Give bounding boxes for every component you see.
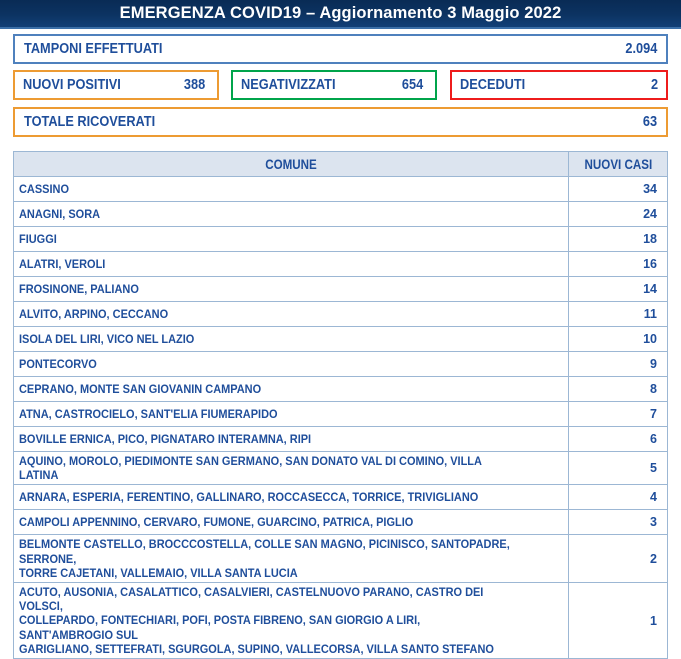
cell-nuovi-casi: 4 [568, 484, 667, 511]
kpi-negativizzati-value: 654 [401, 77, 423, 93]
cell-nuovi-casi: 1 [568, 582, 667, 659]
comune-line: COLLEPARDO, FONTECHIARI, POFI, POSTA FIB… [19, 613, 421, 642]
page-title: EMERGENZA COVID19 – Aggiornamento 3 Magg… [119, 4, 562, 22]
comune-line: CAMPOLI APPENNINO, CERVARO, FUMONE, GUAR… [19, 515, 414, 530]
table-row: FROSINONE, PALIANO 14 [14, 276, 667, 302]
table-row: CEPRANO, MONTE SAN GIOVANIN CAMPANO 8 [14, 376, 667, 402]
cell-nuovi-casi: 5 [568, 451, 667, 486]
comune-line: CEPRANO, MONTE SAN GIOVANIN CAMPANO [19, 381, 262, 396]
cell-comune: FIUGGI [14, 226, 569, 252]
comune-line: ISOLA DEL LIRI, VICO NEL LAZIO [19, 331, 195, 346]
table-row: BELMONTE CASTELLO, BROCCCOSTELLA, COLLE … [14, 534, 667, 584]
comuni-table-container: COMUNE NUOVI CASI CASSINO 34 ANAGNI, SORA 2… [13, 151, 668, 659]
comune-line: AQUINO, MOROLO, PIEDIMONTE SAN GERMANO, … [19, 454, 482, 483]
comune-line: FIUGGI [19, 231, 57, 246]
cell-comune: AQUINO, MOROLO, PIEDIMONTE SAN GERMANO, … [14, 451, 569, 486]
kpi-tamponi-label: TAMPONI EFFETTUATI [24, 41, 163, 57]
comune-line: PONTECORVO [19, 356, 97, 371]
comuni-table: COMUNE NUOVI CASI CASSINO 34 ANAGNI, SORA 2… [14, 152, 667, 659]
table-row: BOVILLE ERNICA, PICO, PIGNATARO INTERAMN… [14, 426, 667, 452]
comune-line: ATNA, CASTROCIELO, SANT'ELIA FIUMERAPIDO [19, 406, 278, 421]
kpi-totale-ricoverati: TOTALE RICOVERATI 63 [13, 107, 668, 137]
kpi-negativizzati-label: NEGATIVIZZATI [241, 77, 336, 93]
table-row: ANAGNI, SORA 24 [14, 201, 667, 227]
banner-underline [0, 27, 681, 29]
kpi-tamponi-effettuati: TAMPONI EFFETTUATI 2.094 [13, 34, 668, 64]
table-row: ALATRI, VEROLI 16 [14, 251, 667, 277]
cell-nuovi-casi: 34 [568, 176, 667, 202]
cell-comune: ATNA, CASTROCIELO, SANT'ELIA FIUMERAPIDO [14, 401, 569, 427]
table-row: CAMPOLI APPENNINO, CERVARO, FUMONE, GUAR… [14, 509, 667, 536]
comune-line: ANAGNI, SORA [19, 206, 101, 221]
comune-line: CASSINO [19, 181, 69, 196]
cell-nuovi-casi: 14 [568, 276, 667, 302]
cell-nuovi-casi: 18 [568, 226, 667, 252]
table-body: CASSINO 34 ANAGNI, SORA 24 FIUGGI 18 ALATRI, V… [14, 176, 667, 659]
cell-comune: BOVILLE ERNICA, PICO, PIGNATARO INTERAMN… [14, 426, 569, 452]
kpi-tamponi-value: 2.094 [625, 41, 657, 57]
table-row: PONTECORVO 9 [14, 351, 667, 377]
page-banner: EMERGENZA COVID19 – Aggiornamento 3 Magg… [0, 0, 681, 27]
table-row: ACUTO, AUSONIA, CASALATTICO, CASALVIERI,… [14, 582, 667, 659]
cell-nuovi-casi: 6 [568, 426, 667, 452]
cell-nuovi-casi: 7 [568, 401, 667, 427]
cell-comune: BELMONTE CASTELLO, BROCCCOSTELLA, COLLE … [14, 534, 569, 584]
cell-comune: ARNARA, ESPERIA, FERENTINO, GALLINARO, R… [14, 484, 569, 511]
table-header-row: COMUNE NUOVI CASI [14, 152, 667, 177]
table-row: CASSINO 34 [14, 176, 667, 202]
comune-line: ALATRI, VEROLI [19, 256, 106, 271]
cell-nuovi-casi: 9 [568, 351, 667, 377]
cell-comune: ISOLA DEL LIRI, VICO NEL LAZIO [14, 326, 569, 352]
cell-nuovi-casi: 3 [568, 509, 667, 536]
cell-comune: ACUTO, AUSONIA, CASALATTICO, CASALVIERI,… [14, 583, 569, 659]
comune-line: FROSINONE, PALIANO [19, 281, 139, 296]
cell-nuovi-casi: 2 [568, 534, 667, 584]
cell-comune: CEPRANO, MONTE SAN GIOVANIN CAMPANO [14, 376, 569, 402]
table-row: ARNARA, ESPERIA, FERENTINO, GALLINARO, R… [14, 484, 667, 511]
kpi-nuovi-positivi-value: 388 [183, 77, 205, 93]
table-row: FIUGGI 18 [14, 226, 667, 252]
comune-line: BOVILLE ERNICA, PICO, PIGNATARO INTERAMN… [19, 431, 312, 446]
column-header-comune: COMUNE [14, 152, 569, 177]
kpi-negativizzati: NEGATIVIZZATI 654 [231, 70, 437, 100]
cell-nuovi-casi: 16 [568, 251, 667, 277]
table-row: ATNA, CASTROCIELO, SANT'ELIA FIUMERAPIDO… [14, 401, 667, 427]
comune-line: TORRE CAJETANI, VALLEMAIO, VILLA SANTA L… [19, 565, 298, 580]
cell-comune: ANAGNI, SORA [14, 201, 569, 227]
kpi-nuovi-positivi: NUOVI POSITIVI 388 [13, 70, 219, 100]
cell-nuovi-casi: 24 [568, 201, 667, 227]
cell-nuovi-casi: 10 [568, 326, 667, 352]
cell-nuovi-casi: 11 [568, 301, 667, 327]
cell-comune: CASSINO [14, 176, 569, 202]
cell-comune: CAMPOLI APPENNINO, CERVARO, FUMONE, GUAR… [14, 509, 569, 536]
comune-line: BELMONTE CASTELLO, BROCCCOSTELLA, COLLE … [19, 537, 510, 566]
kpi-totale-ricoverati-value: 63 [642, 114, 657, 130]
table-row: ALVITO, ARPINO, CECCANO 11 [14, 301, 667, 327]
column-header-nuovi-casi: NUOVI CASI [568, 152, 667, 177]
cell-comune: ALATRI, VEROLI [14, 251, 569, 277]
comune-line: GARIGLIANO, SETTEFRATI, SGURGOLA, SUPINO… [19, 641, 494, 656]
table-row: AQUINO, MOROLO, PIEDIMONTE SAN GERMANO, … [14, 451, 667, 486]
cell-comune: PONTECORVO [14, 351, 569, 377]
cell-nuovi-casi: 8 [568, 376, 667, 402]
cell-comune: FROSINONE, PALIANO [14, 276, 569, 302]
comune-line: ARNARA, ESPERIA, FERENTINO, GALLINARO, R… [19, 490, 479, 505]
kpi-totale-ricoverati-label: TOTALE RICOVERATI [24, 114, 156, 130]
comune-line: ACUTO, AUSONIA, CASALATTICO, CASALVIERI,… [19, 585, 484, 614]
table-head: COMUNE NUOVI CASI [14, 152, 667, 177]
kpi-deceduti-label: DECEDUTI [460, 77, 526, 93]
kpi-deceduti: DECEDUTI 2 [450, 70, 668, 100]
kpi-nuovi-positivi-label: NUOVI POSITIVI [23, 77, 121, 93]
comune-line: ALVITO, ARPINO, CECCANO [19, 306, 169, 321]
cell-comune: ALVITO, ARPINO, CECCANO [14, 301, 569, 327]
table-row: ISOLA DEL LIRI, VICO NEL LAZIO 10 [14, 326, 667, 352]
kpi-deceduti-value: 2 [650, 77, 658, 93]
